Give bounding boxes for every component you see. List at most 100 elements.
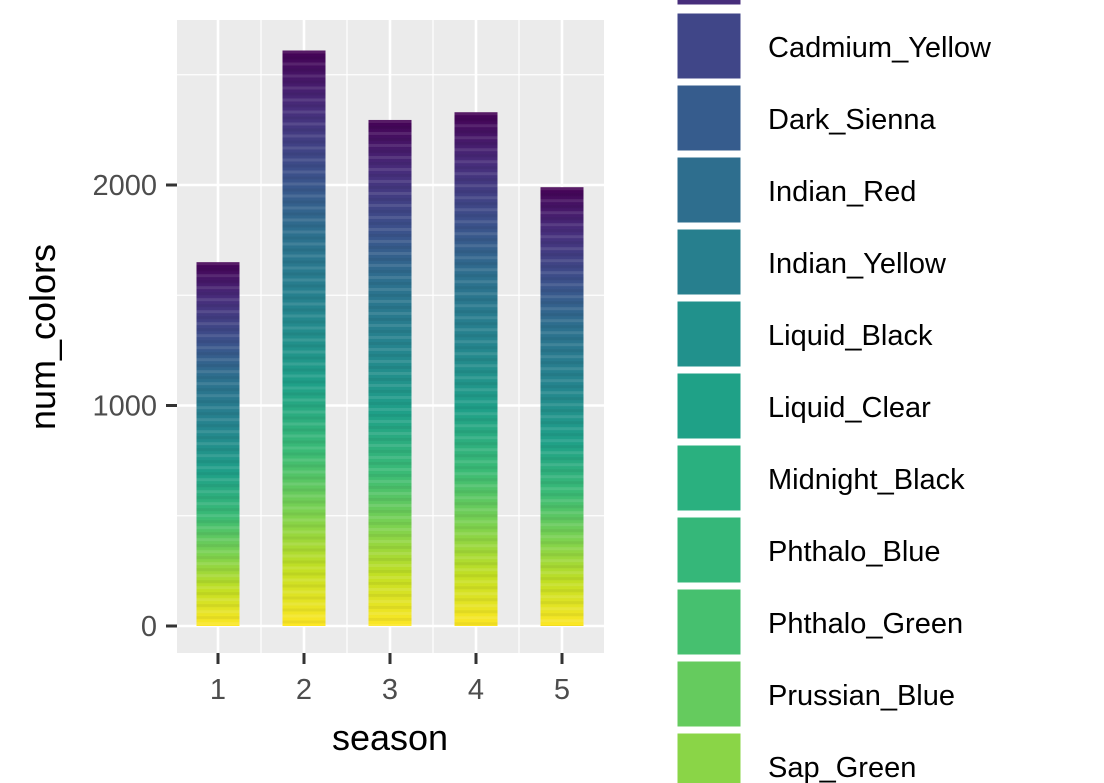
bar-segment [454, 178, 498, 182]
x-tick-label: 1 [210, 674, 226, 706]
bar-segment [454, 232, 498, 236]
bar-segment [196, 562, 240, 566]
bar-segment [368, 605, 412, 609]
y-tick-label: 2000 [92, 170, 157, 202]
bar-segment [368, 383, 412, 387]
bar-segment [454, 430, 498, 434]
bar-segment [368, 575, 412, 579]
bar-segment [196, 280, 240, 284]
legend-label: Indian_Red [768, 176, 916, 208]
bar-season-5 [540, 187, 584, 626]
bar-segment [454, 538, 498, 542]
bar-segment [540, 283, 584, 287]
bar-segment [196, 490, 240, 494]
bar-segment [540, 235, 584, 239]
bar-segment [540, 319, 584, 323]
bar-segment [454, 412, 498, 416]
legend-key [674, 298, 744, 370]
bar-segment [368, 137, 412, 141]
bar-segment [540, 451, 584, 455]
bar-segment [282, 590, 326, 594]
bar-segment [454, 262, 498, 266]
bar-segment [282, 80, 326, 84]
bar-segment [454, 496, 498, 500]
bar-segment [282, 488, 326, 492]
bar-segment [454, 610, 498, 614]
legend-key [674, 10, 744, 82]
bar-segment [454, 460, 498, 464]
bar-segment [282, 314, 326, 318]
bar-segment [540, 223, 584, 227]
bar-segment [368, 185, 412, 189]
bar-segment [282, 68, 326, 72]
legend-label: Phthalo_Blue [768, 536, 941, 568]
y-tick-label: 0 [141, 611, 157, 643]
bar-segment [368, 521, 412, 525]
bar-segment [368, 539, 412, 543]
bar-segment [454, 310, 498, 314]
bar-segment [454, 304, 498, 308]
bar-segment [368, 431, 412, 435]
bar-segment [454, 376, 498, 380]
bar-segment [282, 392, 326, 396]
bar-segment [282, 368, 326, 372]
bar-segment [454, 208, 498, 212]
bar-segment [540, 397, 584, 401]
bar-segment [540, 463, 584, 467]
bar-segment [540, 517, 584, 521]
bar-segment [282, 50, 326, 54]
bar-segment [196, 364, 240, 368]
bar-segment [368, 299, 412, 303]
bar-segment [454, 280, 498, 284]
bar-segment [368, 503, 412, 507]
x-tick-label: 5 [554, 674, 570, 706]
bar-segment [282, 476, 326, 480]
bar-segment [368, 497, 412, 501]
bar-segment [540, 391, 584, 395]
bar-segment [454, 370, 498, 374]
bar-segment [368, 413, 412, 417]
bar-segment [282, 554, 326, 558]
bar-segment [196, 574, 240, 578]
bar-segment [368, 275, 412, 279]
bar-segment [282, 542, 326, 546]
bar-segment [454, 490, 498, 494]
bar-segment [368, 599, 412, 603]
legend-label: Midnight_Black [768, 464, 965, 496]
bar-segment [454, 568, 498, 572]
bar-segment [196, 556, 240, 560]
bar-segment [196, 346, 240, 350]
bar-segment [454, 454, 498, 458]
bar-segment [540, 355, 584, 359]
legend-key [674, 514, 744, 586]
legend-label: Liquid_Clear [768, 392, 931, 424]
bar-segment [454, 394, 498, 398]
legend-key [674, 730, 744, 783]
bar-segment [540, 385, 584, 389]
bar-segment [282, 200, 326, 204]
bar-segment [282, 380, 326, 384]
bar-segment [368, 269, 412, 273]
bar-fill [540, 187, 584, 626]
bar-segment [282, 254, 326, 258]
bar-segment [282, 230, 326, 234]
legend-key [674, 442, 744, 514]
bar-segment [282, 410, 326, 414]
y-axis: 0 1000 2000 [92, 170, 177, 643]
bar-segment [454, 154, 498, 158]
bar-segment [368, 611, 412, 615]
bar-segment [282, 218, 326, 222]
bar-segment [196, 310, 240, 314]
bar-segment [196, 460, 240, 464]
bar-segment [282, 578, 326, 582]
bar-segment [282, 374, 326, 378]
bar-segment [282, 596, 326, 600]
legend-label: Sap_Green [768, 752, 916, 783]
bar-segment [454, 226, 498, 230]
bar-segment [196, 442, 240, 446]
bar-segment [454, 124, 498, 128]
bar-segment [540, 541, 584, 545]
bar-segment [454, 436, 498, 440]
bar-segment [368, 263, 412, 267]
bar-segment [540, 547, 584, 551]
